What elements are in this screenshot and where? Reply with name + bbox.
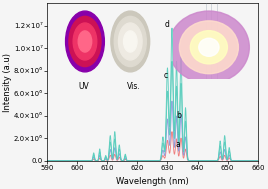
Text: UV: UV [79,82,89,91]
X-axis label: Wavelength (nm): Wavelength (nm) [116,177,189,186]
Text: b: b [176,111,181,120]
Text: c: c [164,71,168,80]
Text: Vis.: Vis. [126,82,140,91]
Y-axis label: Intensity (a.u): Intensity (a.u) [3,53,13,112]
Text: a: a [176,140,181,149]
Text: d: d [165,20,170,29]
